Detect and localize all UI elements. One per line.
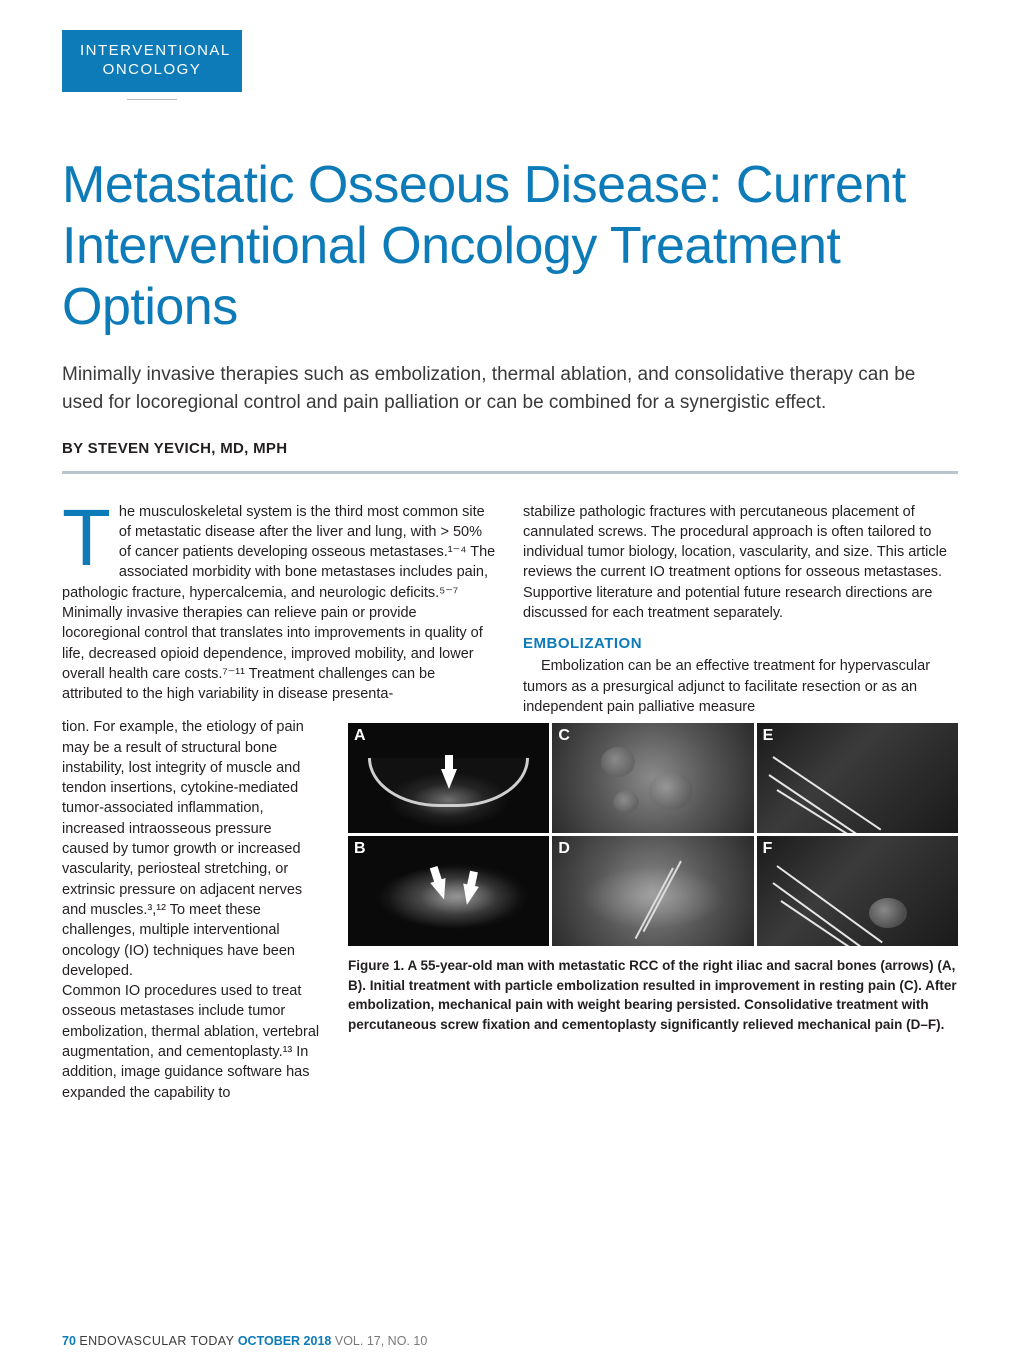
article-subtitle: Minimally invasive therapies such as emb… [62, 361, 932, 418]
pelvis-icon [568, 849, 737, 937]
panel-label-c: C [558, 727, 570, 745]
screw-icon [772, 883, 878, 947]
figure-grid: A C E B D [348, 723, 958, 946]
screw-icon [776, 865, 882, 943]
footer-journal: ENDOVASCULAR TODAY [79, 1334, 234, 1348]
body-para-1: T he musculoskeletal system is the third… [62, 502, 497, 705]
body-columns: T he musculoskeletal system is the third… [62, 502, 958, 718]
footer-page: 70 [62, 1334, 76, 1348]
footer-vol: VOL. 17, NO. 10 [335, 1334, 427, 1348]
body-p1-text: he musculoskeletal system is the third m… [62, 504, 495, 703]
figure-panel-b: B [348, 836, 549, 946]
figure-panel-d: D [552, 836, 753, 946]
badge-line1: INTERVENTIONAL [80, 42, 231, 59]
screw-icon [768, 774, 877, 833]
arrow-icon [441, 769, 457, 789]
lower-wrap: tion. For example, the etiology of pain … [62, 717, 958, 1103]
figure-panel-f: F [757, 836, 958, 946]
cement-icon [869, 898, 907, 928]
narrow-column: tion. For example, the etiology of pain … [62, 717, 322, 1103]
panel-label-d: D [558, 840, 570, 858]
blob-icon [613, 791, 639, 813]
figure-caption: Figure 1. A 55-year-old man with metasta… [348, 956, 958, 1034]
narrow-p1: tion. For example, the etiology of pain … [62, 717, 322, 981]
article-byline: BY STEVEN YEVICH, MD, MPH [62, 440, 958, 457]
dropcap: T [62, 502, 119, 568]
figure-panel-a: A [348, 723, 549, 833]
panel-label-a: A [354, 727, 366, 745]
body-p2-text: stabilize pathologic fractures with perc… [523, 502, 958, 624]
blob-icon [649, 772, 693, 810]
figure-panel-e: E [757, 723, 958, 833]
footer-date: OCTOBER 2018 [238, 1334, 332, 1348]
blob-icon [601, 747, 635, 777]
body-col-left: T he musculoskeletal system is the third… [62, 502, 497, 718]
badge-underline [127, 99, 177, 100]
badge-line2: ONCOLOGY [103, 61, 202, 78]
body-p3-text: Embolization can be an effective treatme… [523, 656, 958, 717]
panel-label-f: F [763, 840, 773, 858]
figure-panel-c: C [552, 723, 753, 833]
panel-label-b: B [354, 840, 366, 858]
narrow-p2: Common IO procedures used to treat osseo… [62, 981, 322, 1103]
article-title: Metastatic Osseous Disease: Current Inte… [62, 155, 958, 339]
figure-box: A C E B D [348, 723, 958, 1103]
page-footer: 70 ENDOVASCULAR TODAY OCTOBER 2018 VOL. … [62, 1334, 427, 1348]
panel-label-e: E [763, 727, 774, 745]
section-heading-embolization: EMBOLIZATION [523, 633, 958, 654]
divider-rule [62, 471, 958, 474]
section-badge: INTERVENTIONAL ONCOLOGY [62, 30, 242, 92]
body-col-right: stabilize pathologic fractures with perc… [523, 502, 958, 718]
